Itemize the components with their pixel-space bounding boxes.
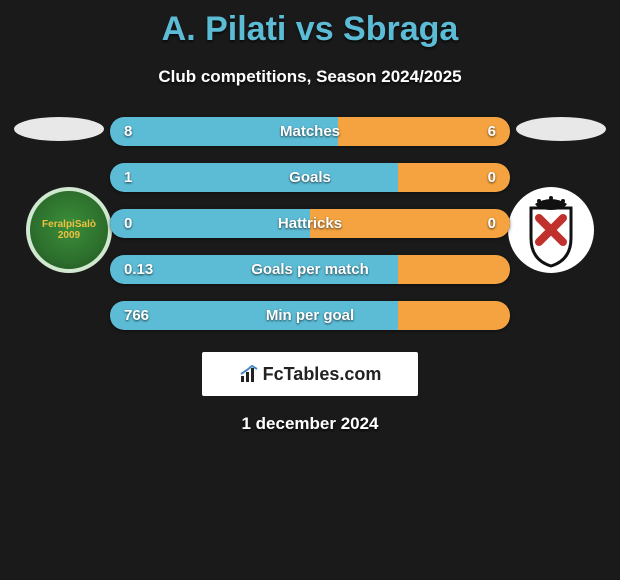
stat-row: 766Min per goal [110, 301, 510, 330]
page-subtitle: Club competitions, Season 2024/2025 [0, 67, 620, 87]
stat-row: 0Hattricks0 [110, 209, 510, 238]
stat-value-right: 6 [488, 117, 496, 146]
stat-row: 0.13Goals per match [110, 255, 510, 284]
stat-row: 8Matches6 [110, 117, 510, 146]
flag-left-placeholder [14, 117, 104, 141]
stat-row: 1Goals0 [110, 163, 510, 192]
stat-value-right: 0 [488, 209, 496, 238]
shield-icon [511, 190, 591, 270]
stat-label: Matches [110, 117, 510, 146]
branding-text: FcTables.com [263, 364, 382, 385]
branding-box[interactable]: FcTables.com [202, 352, 418, 396]
stat-label: Hattricks [110, 209, 510, 238]
page-title: A. Pilati vs Sbraga [0, 0, 620, 49]
stat-label: Min per goal [110, 301, 510, 330]
stat-label: Goals [110, 163, 510, 192]
date-label: 1 december 2024 [0, 414, 620, 434]
chart-icon [239, 364, 259, 384]
club-badge-left: FeralpiSalò 2009 [26, 187, 112, 273]
flag-right-placeholder [516, 117, 606, 141]
stat-bars: 8Matches61Goals00Hattricks00.13Goals per… [110, 117, 510, 330]
club-badge-right [508, 187, 594, 273]
club-badge-left-text: FeralpiSalò 2009 [42, 219, 96, 241]
stat-label: Goals per match [110, 255, 510, 284]
stat-value-right: 0 [488, 163, 496, 192]
comparison-panel: FeralpiSalò 2009 8Matches61Goals00Hattri… [0, 117, 620, 330]
